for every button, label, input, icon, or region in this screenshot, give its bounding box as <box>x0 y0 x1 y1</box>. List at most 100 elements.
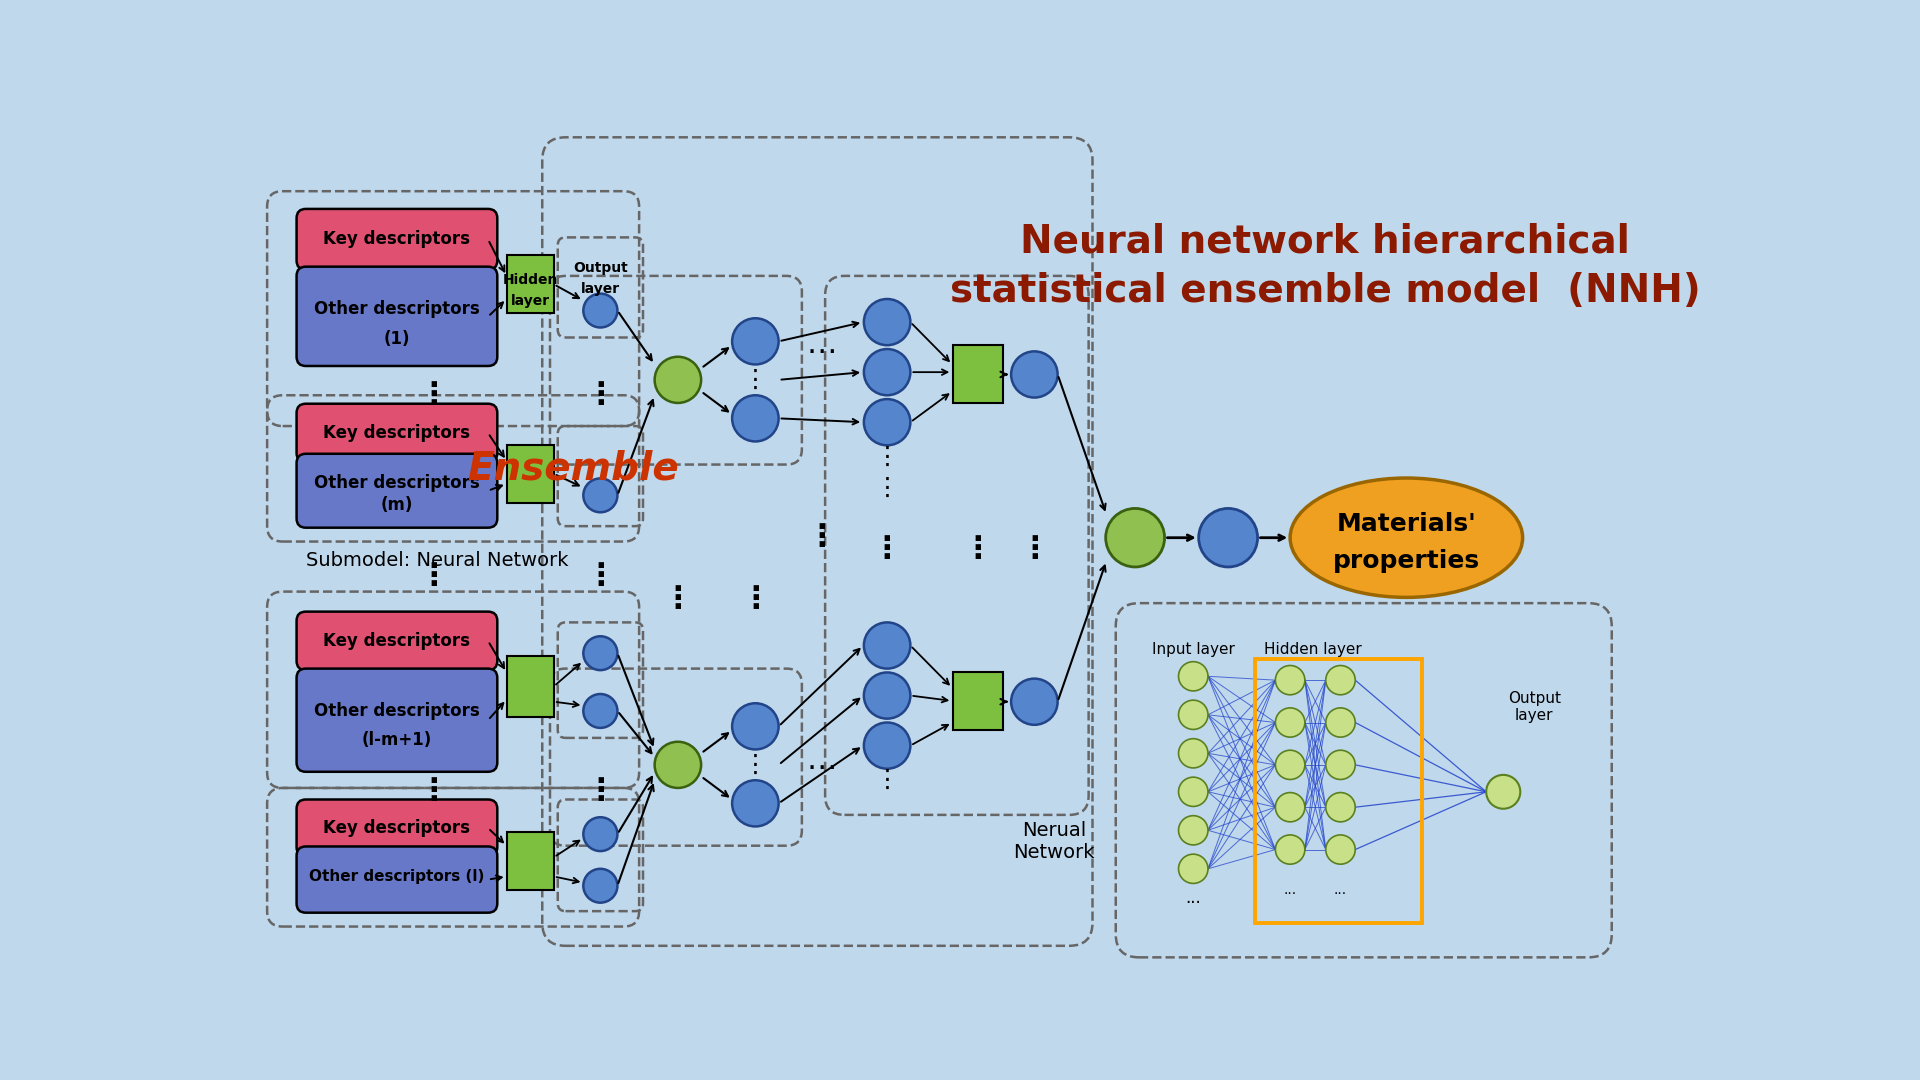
Circle shape <box>1275 707 1306 738</box>
Text: (1): (1) <box>384 330 411 348</box>
Circle shape <box>1179 700 1208 729</box>
Text: Output
layer: Output layer <box>1507 691 1561 724</box>
Circle shape <box>1275 751 1306 780</box>
Text: (m): (m) <box>380 496 413 514</box>
Bar <box>952 673 1004 730</box>
Text: (l-m+1): (l-m+1) <box>361 731 432 750</box>
Text: ⋮: ⋮ <box>419 381 449 409</box>
Circle shape <box>1327 707 1356 738</box>
FancyBboxPatch shape <box>296 669 497 772</box>
Circle shape <box>864 299 910 346</box>
FancyBboxPatch shape <box>296 799 497 856</box>
Text: ...: ... <box>1185 889 1202 907</box>
Bar <box>1256 660 1423 922</box>
Text: properties: properties <box>1332 549 1480 572</box>
FancyBboxPatch shape <box>296 611 497 670</box>
Circle shape <box>1179 662 1208 691</box>
Text: ...: ... <box>1284 883 1296 897</box>
Circle shape <box>1275 665 1306 694</box>
Text: ⋮: ⋮ <box>419 778 449 807</box>
Circle shape <box>1327 751 1356 780</box>
FancyBboxPatch shape <box>296 404 497 462</box>
Circle shape <box>584 636 618 670</box>
Text: ⋮: ⋮ <box>743 368 768 392</box>
Bar <box>952 346 1004 403</box>
Text: Other descriptors: Other descriptors <box>315 300 480 318</box>
Circle shape <box>584 818 618 851</box>
Circle shape <box>864 723 910 769</box>
Text: statistical ensemble model  (NNH): statistical ensemble model (NNH) <box>950 272 1701 310</box>
Text: ⋯: ⋯ <box>806 754 837 783</box>
Text: Key descriptors: Key descriptors <box>323 632 470 650</box>
Text: Other descriptors (l): Other descriptors (l) <box>309 869 484 885</box>
Circle shape <box>584 694 618 728</box>
Circle shape <box>1106 509 1165 567</box>
Circle shape <box>864 622 910 669</box>
Text: ⋮: ⋮ <box>586 562 616 591</box>
Circle shape <box>732 780 780 826</box>
Circle shape <box>1327 793 1356 822</box>
FancyBboxPatch shape <box>296 454 497 528</box>
Circle shape <box>1275 835 1306 864</box>
Text: Key descriptors: Key descriptors <box>323 819 470 837</box>
Circle shape <box>1179 739 1208 768</box>
Text: ⋮: ⋮ <box>586 381 616 409</box>
Bar <box>507 255 553 313</box>
Circle shape <box>655 356 701 403</box>
Bar <box>507 445 553 503</box>
Circle shape <box>1275 793 1306 822</box>
Text: Neural network hierarchical: Neural network hierarchical <box>1020 222 1630 260</box>
Text: Key descriptors: Key descriptors <box>323 230 470 248</box>
Circle shape <box>1179 815 1208 845</box>
Circle shape <box>1012 678 1058 725</box>
Text: ⋮: ⋮ <box>743 753 768 777</box>
Circle shape <box>1179 778 1208 807</box>
Text: Nerual
Network: Nerual Network <box>1014 822 1094 862</box>
Circle shape <box>1198 509 1258 567</box>
Text: ...: ... <box>1334 883 1348 897</box>
Circle shape <box>655 742 701 788</box>
Text: ⋮: ⋮ <box>662 584 693 613</box>
Text: ⋮: ⋮ <box>806 523 837 552</box>
Text: ⋮: ⋮ <box>419 562 449 591</box>
Circle shape <box>732 395 780 442</box>
Text: ⋮: ⋮ <box>586 778 616 807</box>
FancyBboxPatch shape <box>296 847 497 913</box>
Text: Input layer: Input layer <box>1152 642 1235 657</box>
Bar <box>507 832 553 890</box>
Text: ⋮: ⋮ <box>876 768 900 793</box>
FancyBboxPatch shape <box>296 208 497 270</box>
Text: Hidden layer: Hidden layer <box>1265 642 1363 657</box>
Text: ⋯: ⋯ <box>806 338 837 367</box>
Circle shape <box>1179 854 1208 883</box>
Circle shape <box>584 294 618 327</box>
Text: ⋮: ⋮ <box>872 535 902 564</box>
Circle shape <box>584 868 618 903</box>
Text: ⋮: ⋮ <box>876 475 900 500</box>
Text: Other descriptors: Other descriptors <box>315 702 480 720</box>
Text: Materials': Materials' <box>1336 512 1476 536</box>
Circle shape <box>864 673 910 718</box>
Text: layer: layer <box>582 282 620 296</box>
Circle shape <box>584 478 618 512</box>
Ellipse shape <box>1290 478 1523 597</box>
Text: Submodel: Neural Network: Submodel: Neural Network <box>307 551 568 570</box>
Text: Key descriptors: Key descriptors <box>323 424 470 442</box>
Text: Other descriptors: Other descriptors <box>315 474 480 492</box>
Circle shape <box>864 400 910 445</box>
Circle shape <box>1012 351 1058 397</box>
Text: Hidden: Hidden <box>503 273 559 287</box>
Circle shape <box>732 319 780 364</box>
Circle shape <box>1327 665 1356 694</box>
Bar <box>507 656 553 717</box>
Text: ⋮: ⋮ <box>739 584 770 613</box>
Circle shape <box>1486 774 1521 809</box>
Text: ⋮: ⋮ <box>1020 535 1050 564</box>
Text: layer: layer <box>511 294 551 308</box>
Text: Ensemble: Ensemble <box>467 449 680 487</box>
Circle shape <box>732 703 780 750</box>
Circle shape <box>864 349 910 395</box>
Text: ⋮: ⋮ <box>876 445 900 469</box>
Text: Output: Output <box>572 261 628 275</box>
Text: ⋮: ⋮ <box>962 535 993 564</box>
